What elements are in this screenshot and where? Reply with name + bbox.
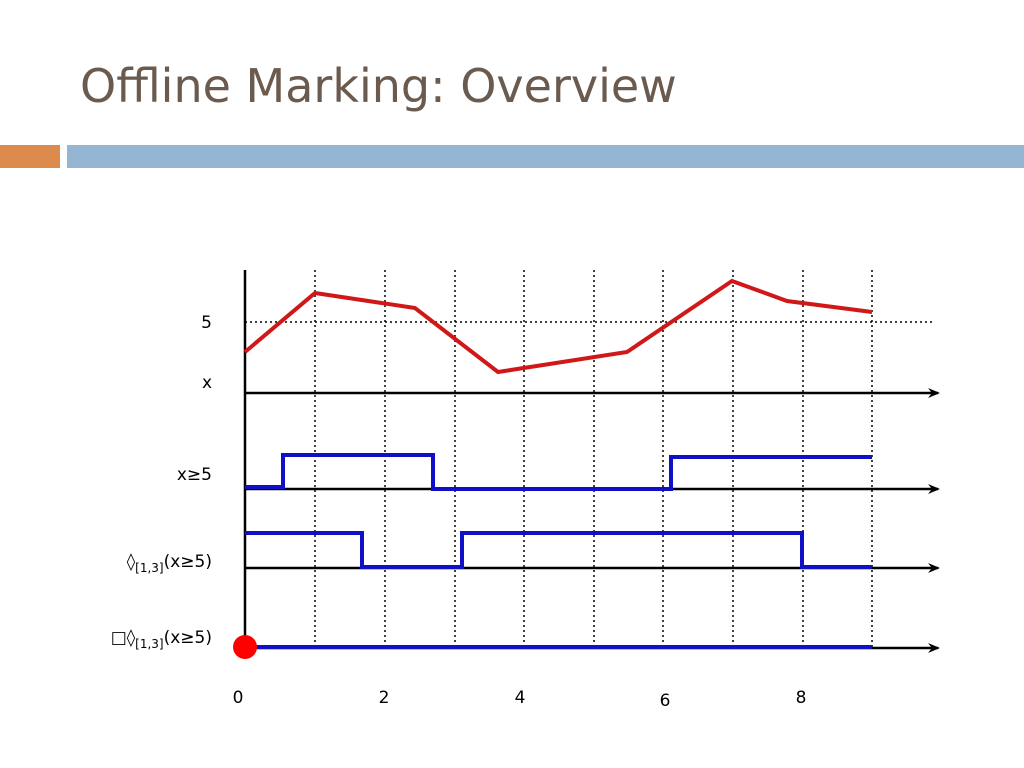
operator: ◊	[127, 552, 136, 572]
formula: (x≥5)	[164, 552, 212, 572]
interval: [1,3]	[135, 561, 163, 575]
row-label: x	[202, 373, 212, 393]
time-label: 2	[379, 688, 390, 708]
time-label: 0	[233, 688, 244, 708]
signal-x	[243, 278, 873, 375]
row-label: ◊[1,3](x≥5)	[127, 552, 212, 575]
operator: □◊	[111, 628, 136, 648]
interval: [1,3]	[135, 637, 163, 651]
header-bar	[67, 145, 1024, 168]
grid-lines	[245, 270, 935, 648]
row-label: □◊[1,3](x≥5)	[111, 628, 212, 651]
signal-eventually	[245, 531, 872, 569]
time-label: 8	[796, 688, 807, 708]
threshold-label: 5	[201, 313, 212, 333]
marker-dot	[233, 635, 257, 659]
timing-diagram: 5 x x≥5 ◊[1,3](x≥5) □◊[1,3](x≥5) 0 2 4 6…	[111, 270, 940, 711]
row-label: x≥5	[177, 465, 212, 485]
slide-title: Offline Marking: Overview	[80, 59, 677, 113]
time-label: 6	[660, 691, 671, 711]
signal-x-ge-5	[245, 453, 872, 491]
formula: (x≥5)	[164, 628, 212, 648]
accent-bar	[0, 145, 60, 168]
time-label: 4	[515, 688, 526, 708]
